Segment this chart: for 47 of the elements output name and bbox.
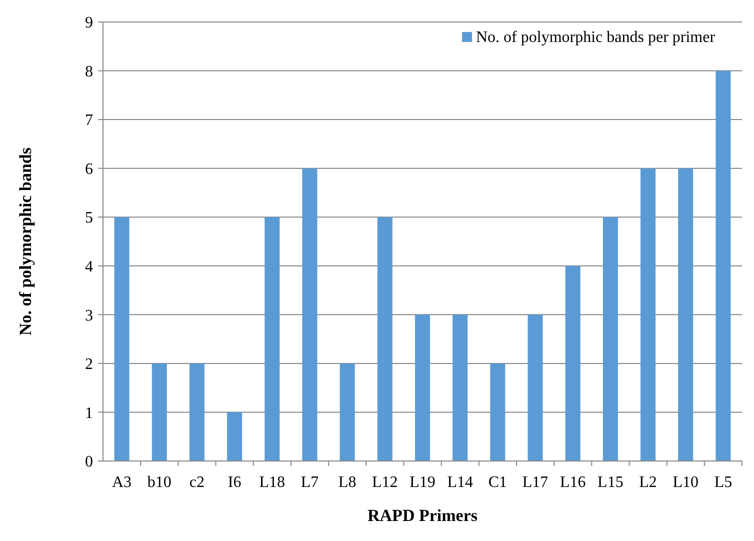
x-tick-label: L8 bbox=[338, 474, 356, 491]
bar bbox=[528, 314, 543, 461]
y-tick-label: 5 bbox=[85, 210, 93, 227]
bar bbox=[340, 363, 355, 461]
bar bbox=[264, 217, 280, 461]
y-tick-label: 3 bbox=[85, 307, 93, 324]
x-tick-label: L5 bbox=[714, 474, 732, 491]
x-tick-label: L16 bbox=[560, 474, 586, 491]
y-tick-label: 9 bbox=[85, 14, 93, 32]
bar bbox=[114, 217, 130, 461]
x-tick-label: L2 bbox=[639, 474, 657, 491]
bar bbox=[716, 70, 731, 461]
bar bbox=[189, 363, 204, 461]
y-tick-label: 1 bbox=[85, 404, 93, 422]
y-axis-title: No. of polymorphic bands bbox=[16, 147, 35, 336]
x-tick-label: L14 bbox=[447, 474, 473, 491]
bar bbox=[490, 363, 506, 461]
bar bbox=[377, 217, 392, 461]
bar bbox=[565, 266, 580, 461]
x-tick-label: I6 bbox=[228, 474, 242, 491]
x-tick-label: C1 bbox=[488, 474, 508, 491]
bar bbox=[602, 217, 618, 461]
bar bbox=[227, 412, 242, 461]
y-tick-label: 2 bbox=[85, 356, 93, 374]
x-tick-label: L10 bbox=[672, 474, 699, 491]
x-tick-label: L7 bbox=[300, 474, 319, 491]
x-tick-label: A3 bbox=[112, 474, 132, 491]
x-axis-title: RAPD Primers bbox=[368, 506, 478, 525]
y-tick-label: 4 bbox=[85, 258, 93, 276]
y-tick-label: 8 bbox=[85, 63, 93, 80]
bar bbox=[152, 363, 167, 461]
bar bbox=[302, 168, 318, 461]
y-tick-label: 6 bbox=[85, 160, 93, 178]
y-tick-label: 0 bbox=[85, 454, 93, 471]
x-tick-label: b10 bbox=[147, 474, 172, 491]
legend-label: No. of polymorphic bands per primer bbox=[476, 29, 716, 46]
x-tick-label: L18 bbox=[259, 474, 286, 491]
x-tick-label: L12 bbox=[372, 474, 398, 491]
bar bbox=[414, 314, 430, 461]
x-tick-label: c2 bbox=[189, 474, 205, 491]
x-tick-label: L17 bbox=[522, 474, 548, 491]
x-tick-label: L19 bbox=[410, 474, 436, 491]
bar bbox=[452, 314, 468, 461]
x-tick-label: L15 bbox=[598, 474, 624, 491]
y-tick-label: 7 bbox=[85, 112, 93, 130]
bar bbox=[640, 168, 656, 461]
bar bbox=[678, 168, 694, 461]
